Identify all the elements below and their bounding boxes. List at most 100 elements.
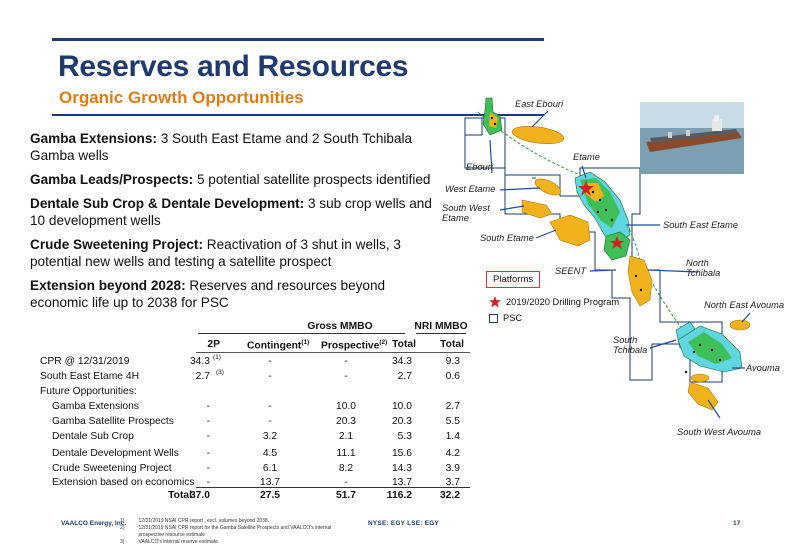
cell-contingent: - bbox=[268, 416, 272, 427]
total-nri: 32.2 bbox=[439, 490, 460, 501]
bullet-item: Extension beyond 2028: Reserves and reso… bbox=[30, 277, 440, 311]
cell-contingent: 6.1 bbox=[262, 463, 278, 474]
label-north-tchibala: North Tchibala bbox=[686, 258, 721, 278]
cell-contingent: - bbox=[268, 401, 272, 412]
legend-psc-row: PSC bbox=[489, 313, 522, 323]
east-ebouri-field bbox=[511, 125, 565, 145]
cell-prospective: - bbox=[344, 371, 348, 382]
south-west-etame-field bbox=[521, 199, 553, 219]
row-label: Gamba Extensions bbox=[52, 401, 139, 412]
cell-total: 2.7 bbox=[397, 371, 412, 382]
cell-prospective: 11.1 bbox=[336, 448, 356, 459]
bullet-heading: Gamba Extensions: bbox=[30, 131, 157, 146]
cell-total: 20.3 bbox=[391, 416, 412, 427]
callout-arrows bbox=[489, 110, 751, 419]
cell-prospective: 20.3 bbox=[335, 416, 357, 427]
cell-2p: 2.7 bbox=[195, 371, 210, 382]
nri-mmbo-header: NRI MMBO bbox=[414, 321, 468, 332]
bullet-text: 3 South East Etame and 2 South Tchibala … bbox=[30, 131, 413, 163]
row-label: CPR @ 12/31/2019 bbox=[40, 356, 130, 367]
map-legend: Platforms 2019/2020 Drilling Program PSC bbox=[486, 271, 621, 331]
total-prospective: 51.7 bbox=[335, 490, 357, 501]
avouma-core bbox=[688, 332, 732, 364]
label-south-etame: South Etame bbox=[480, 233, 534, 243]
cell-prospective: 2.1 bbox=[338, 431, 354, 442]
row-label: Dentale Sub Crop bbox=[52, 431, 134, 442]
row-label: Gamba Satellite Prospects bbox=[52, 416, 174, 427]
bullet-list: Gamba Extensions: 3 South East Etame and… bbox=[30, 130, 440, 318]
footnote: 1) 12/31/2019 NSAI CPR report , excl. vol… bbox=[120, 518, 270, 524]
cell-contingent: 13.7 bbox=[259, 477, 281, 488]
cell-2p: 34.3 bbox=[189, 356, 210, 367]
page-subtitle: Organic Growth Opportunities bbox=[59, 88, 304, 107]
legend-drilling-row: 2019/2020 Drilling Program bbox=[489, 296, 619, 308]
bullet-heading: Extension beyond 2028: bbox=[30, 278, 186, 293]
label-west-etame: West Etame bbox=[445, 184, 496, 194]
cell-contingent: 3.2 bbox=[262, 431, 278, 442]
cell-2p: - bbox=[206, 416, 210, 427]
table-body: CPR @ 12/31/2019 34.3 (1) - - 34.3 9.3 S… bbox=[40, 0, 480, 554]
south-west-avouma-field bbox=[687, 381, 719, 411]
label-south-east-etame: South East Etame bbox=[663, 220, 738, 230]
cell-nri: 0.6 bbox=[445, 371, 460, 382]
label-east-ebouri: East Ebouri bbox=[515, 99, 564, 109]
bullet-heading: Gamba Leads/Prospects: bbox=[30, 172, 194, 187]
gross-group-rule bbox=[198, 333, 405, 334]
cell-total: 14.3 bbox=[391, 463, 412, 474]
north-east-avouma-field bbox=[729, 319, 751, 331]
footnotes: 1) 12/31/2019 NSAI CPR report , excl. vol… bbox=[120, 518, 350, 546]
bullet-item: Crude Sweetening Project: Reactivation o… bbox=[30, 236, 440, 270]
psc-square-icon bbox=[489, 313, 498, 323]
col-header-2p: 2P bbox=[207, 339, 220, 350]
bullet-heading: Dentale Sub Crop & Dentale Development: bbox=[30, 196, 305, 211]
reserves-table: Gross MMBO NRI MMBO bbox=[40, 0, 480, 554]
col-header-nri-total: Total bbox=[440, 339, 464, 350]
bullet-item: Dentale Sub Crop & Dentale Development: … bbox=[30, 195, 440, 229]
cell-total: 34.3 bbox=[391, 356, 412, 367]
total-row-label: Total bbox=[168, 490, 192, 501]
row-label: South East Etame 4H bbox=[40, 371, 140, 382]
label-south-tchibala: South Tchibala bbox=[613, 335, 648, 355]
cell-2p-note: (1) bbox=[213, 354, 221, 361]
cell-2p: - bbox=[206, 477, 210, 488]
cell-contingent: 4.5 bbox=[262, 448, 278, 459]
cell-total: 5.3 bbox=[397, 431, 412, 442]
gross-mmbo-header: Gross MMBO bbox=[307, 321, 373, 332]
bullet-heading: Crude Sweetening Project: bbox=[30, 237, 203, 252]
cell-2p: - bbox=[206, 401, 210, 412]
bullet-text: Reactivation of 3 shut in wells, 3 poten… bbox=[30, 237, 401, 269]
cell-total: 10.0 bbox=[391, 401, 412, 412]
nri-group-rule bbox=[416, 333, 466, 334]
cell-nri: 9.3 bbox=[445, 356, 460, 367]
label-north-east-avouma: North East Avouma bbox=[704, 300, 785, 310]
total-total: 116.2 bbox=[386, 490, 412, 501]
label-south-west-etame: South West Etame bbox=[442, 203, 490, 223]
cell-2p: - bbox=[206, 448, 210, 459]
red-star-icon bbox=[489, 296, 501, 308]
drilling-star-seent bbox=[610, 236, 624, 249]
page-title: Reserves and Resources bbox=[58, 50, 409, 83]
cell-contingent: - bbox=[268, 371, 272, 382]
cell-contingent: - bbox=[268, 356, 272, 367]
legend-psc-label: PSC bbox=[503, 313, 523, 323]
row-label: Future Opportunities: bbox=[40, 386, 137, 397]
south-etame-field bbox=[549, 214, 591, 247]
legend-title: Platforms bbox=[486, 271, 541, 288]
row-label: Extension based on economics bbox=[52, 477, 195, 488]
col-header-contingent: Contingent(1) bbox=[247, 339, 310, 352]
footer-tickers: NYSE: EGY LSE: EGY bbox=[368, 520, 440, 527]
cell-2p: - bbox=[206, 431, 210, 442]
west-etame-field bbox=[534, 178, 562, 196]
avouma-satellite-field bbox=[690, 373, 710, 383]
cell-total: 13.7 bbox=[391, 477, 412, 488]
legend-drilling-label: 2019/2020 Drilling Program bbox=[506, 297, 620, 307]
col-header-prospective: Prospective(2) bbox=[321, 339, 388, 352]
cell-nri: 2.7 bbox=[445, 401, 460, 412]
north-tchibala-field bbox=[627, 255, 653, 307]
footnote: 2) 12/31/2019 NSAI CPR report for the Gam… bbox=[120, 525, 332, 538]
footer-company: VAALCO Energy, Inc. bbox=[61, 520, 127, 527]
bullet-item: Gamba Leads/Prospects: 5 potential satel… bbox=[30, 171, 440, 188]
bullet-text: 5 potential satellite prospects identifi… bbox=[193, 172, 431, 187]
cell-nri: 3.7 bbox=[445, 477, 460, 488]
title-top-rule bbox=[52, 38, 544, 41]
